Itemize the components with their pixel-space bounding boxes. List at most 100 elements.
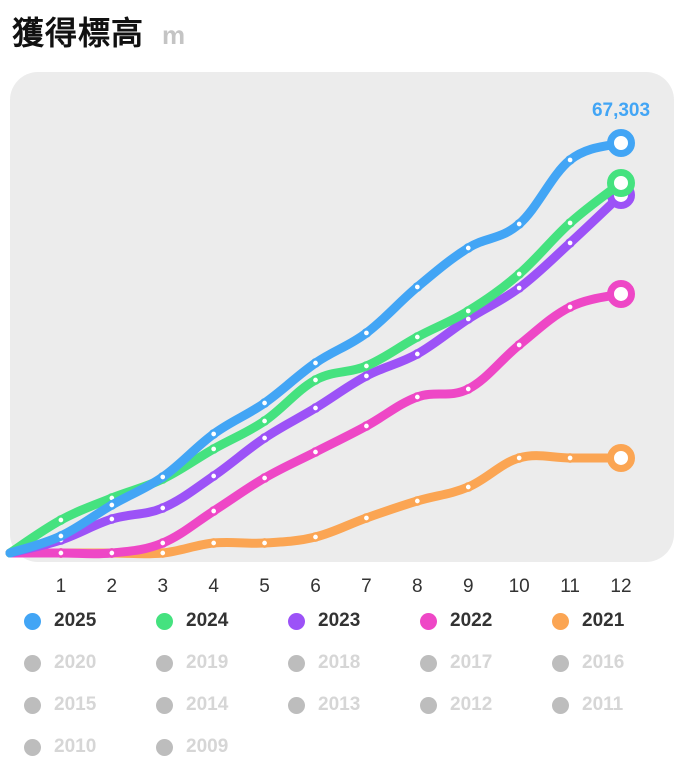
legend-item-2021[interactable]: 2021 bbox=[552, 600, 624, 642]
data-point[interactable] bbox=[208, 429, 219, 439]
legend-label: 2011 bbox=[582, 694, 624, 715]
series-end-marker[interactable] bbox=[607, 279, 635, 308]
data-point[interactable] bbox=[514, 219, 525, 229]
data-point[interactable] bbox=[157, 548, 168, 558]
legend-dot-icon bbox=[288, 654, 305, 672]
data-point[interactable] bbox=[310, 447, 321, 457]
legend-item-2024[interactable]: 2024 bbox=[156, 600, 228, 642]
data-point[interactable] bbox=[259, 538, 270, 548]
data-point[interactable] bbox=[463, 243, 474, 253]
legend-item-2022[interactable]: 2022 bbox=[420, 600, 492, 642]
legend-label: 2009 bbox=[186, 736, 229, 757]
legend-item-2023[interactable]: 2023 bbox=[288, 600, 360, 642]
legend-item-2010[interactable]: 2010 bbox=[24, 726, 96, 768]
data-point[interactable] bbox=[157, 538, 168, 548]
legend-dot-icon bbox=[420, 696, 437, 714]
legend-item-2013[interactable]: 2013 bbox=[288, 684, 360, 726]
data-point[interactable] bbox=[565, 238, 575, 248]
legend-item-2016[interactable]: 2016 bbox=[552, 642, 624, 684]
data-point[interactable] bbox=[361, 513, 372, 523]
data-point[interactable] bbox=[310, 375, 321, 385]
data-point[interactable] bbox=[412, 392, 423, 402]
data-point[interactable] bbox=[259, 398, 270, 408]
legend-dot-icon bbox=[420, 654, 437, 672]
data-point[interactable] bbox=[208, 444, 219, 454]
legend-dot-icon bbox=[552, 696, 569, 714]
legend-dot-icon bbox=[24, 654, 41, 672]
legend-item-2015[interactable]: 2015 bbox=[24, 684, 96, 726]
legend-dot-icon bbox=[156, 738, 173, 756]
data-point[interactable] bbox=[259, 416, 270, 426]
legend-item-2011[interactable]: 2011 bbox=[552, 684, 623, 726]
legend-item-2019[interactable]: 2019 bbox=[156, 642, 228, 684]
data-point[interactable] bbox=[310, 358, 321, 368]
data-point[interactable] bbox=[565, 155, 575, 165]
x-tick-label: 8 bbox=[412, 576, 423, 597]
legend-label: 2024 bbox=[186, 610, 229, 631]
legend-dot-icon bbox=[24, 738, 41, 756]
end-value-label: 67,303 bbox=[592, 100, 650, 121]
data-point[interactable] bbox=[565, 453, 575, 463]
legend-item-2009[interactable]: 2009 bbox=[156, 726, 228, 768]
data-point[interactable] bbox=[56, 531, 66, 541]
data-point[interactable] bbox=[361, 361, 372, 371]
series-end-marker[interactable] bbox=[607, 129, 635, 157]
data-point[interactable] bbox=[56, 548, 66, 558]
data-point[interactable] bbox=[514, 340, 525, 350]
data-point[interactable] bbox=[106, 548, 117, 558]
legend-item-2020[interactable]: 2020 bbox=[24, 642, 96, 684]
data-point[interactable] bbox=[106, 514, 117, 524]
x-tick-label: 6 bbox=[310, 576, 321, 597]
data-point[interactable] bbox=[106, 500, 117, 510]
data-point[interactable] bbox=[412, 349, 423, 359]
legend-dot-icon bbox=[156, 696, 173, 714]
data-point[interactable] bbox=[208, 471, 219, 481]
legend-dot-icon bbox=[552, 612, 569, 630]
data-point[interactable] bbox=[56, 515, 66, 525]
legend-label: 2015 bbox=[54, 694, 97, 715]
legend-dot-icon bbox=[156, 612, 173, 630]
legend-item-2018[interactable]: 2018 bbox=[288, 642, 360, 684]
data-point[interactable] bbox=[514, 453, 525, 463]
data-point[interactable] bbox=[565, 218, 575, 228]
legend-dot-icon bbox=[24, 612, 41, 630]
data-point[interactable] bbox=[412, 282, 423, 292]
data-point[interactable] bbox=[565, 302, 575, 312]
series-end-marker[interactable] bbox=[607, 443, 635, 472]
data-point[interactable] bbox=[259, 473, 270, 483]
x-tick-label: 9 bbox=[463, 576, 474, 597]
data-point[interactable] bbox=[259, 433, 270, 443]
legend-item-2014[interactable]: 2014 bbox=[156, 684, 228, 726]
data-point[interactable] bbox=[208, 506, 219, 516]
legend-item-2017[interactable]: 2017 bbox=[420, 642, 492, 684]
series-end-marker[interactable] bbox=[607, 168, 635, 197]
data-point[interactable] bbox=[412, 332, 423, 342]
data-point[interactable] bbox=[361, 328, 372, 338]
data-point[interactable] bbox=[463, 384, 474, 394]
legend-label: 2021 bbox=[582, 610, 625, 631]
legend-label: 2014 bbox=[186, 694, 229, 715]
legend-dot-icon bbox=[420, 612, 437, 630]
data-point[interactable] bbox=[412, 496, 423, 506]
x-tick-label: 10 bbox=[509, 576, 530, 597]
legend-item-2025[interactable]: 2025 bbox=[24, 600, 96, 642]
series-lines bbox=[5, 129, 635, 559]
legend-label: 2018 bbox=[318, 652, 361, 673]
data-point[interactable] bbox=[361, 421, 372, 431]
data-point[interactable] bbox=[310, 532, 321, 542]
legend-dot-icon bbox=[24, 696, 41, 714]
legend-label: 2025 bbox=[54, 610, 97, 631]
data-point[interactable] bbox=[157, 503, 168, 513]
data-point[interactable] bbox=[514, 283, 525, 293]
data-point[interactable] bbox=[463, 482, 474, 492]
legend-item-2012[interactable]: 2012 bbox=[420, 684, 492, 726]
legend-dot-icon bbox=[288, 696, 305, 714]
data-point[interactable] bbox=[463, 306, 474, 316]
x-axis-ticks: 1 2 3 4 5 6 7 8 9 10 11 12 bbox=[56, 576, 632, 597]
data-point[interactable] bbox=[361, 371, 372, 381]
data-point[interactable] bbox=[310, 403, 321, 413]
legend-label: 2023 bbox=[318, 610, 361, 631]
data-point[interactable] bbox=[208, 538, 219, 548]
data-point[interactable] bbox=[514, 269, 525, 279]
data-point[interactable] bbox=[157, 472, 168, 482]
